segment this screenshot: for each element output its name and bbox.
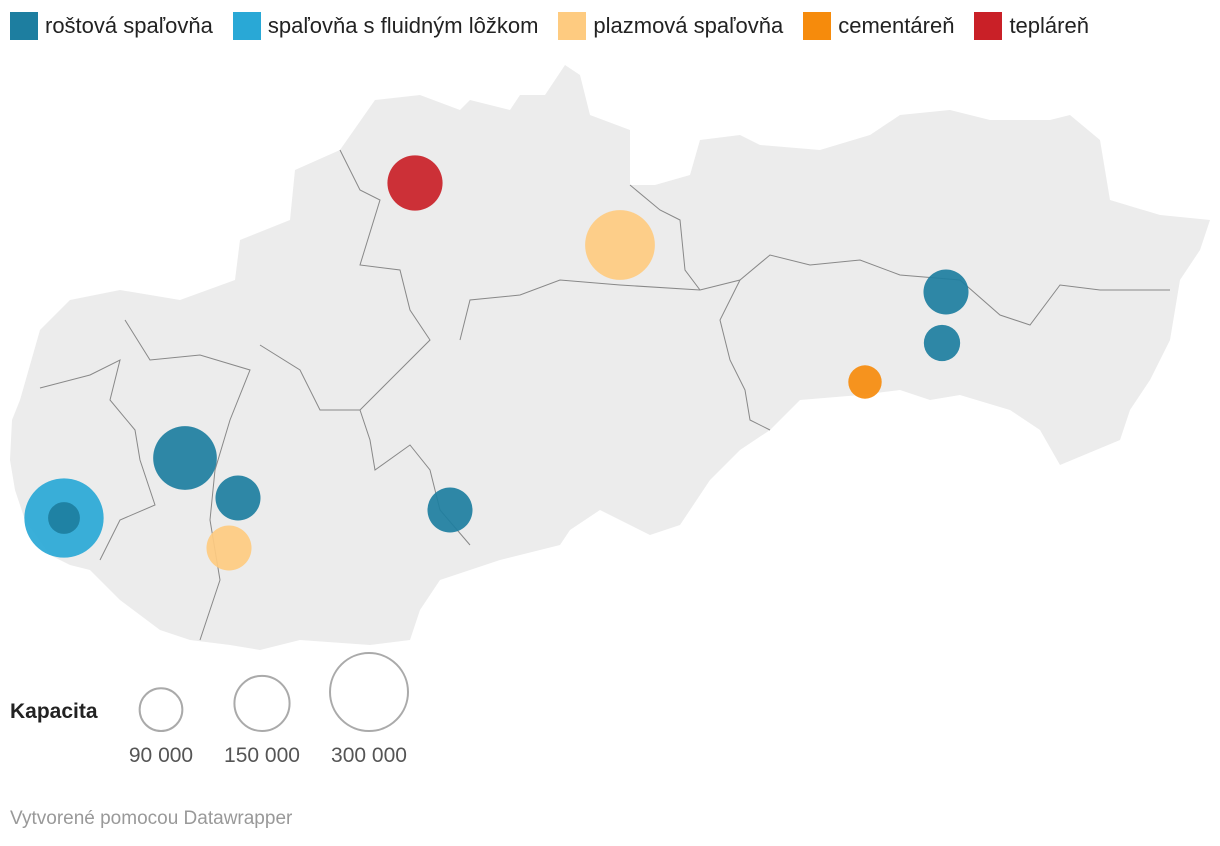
map: Kapacita 90 000 150 000 300 000 [10,65,1210,767]
size-legend-title: Kapacita [10,700,98,723]
size-legend-circle [233,674,291,733]
legend-swatch [232,12,261,40]
region-border [459,254,1170,341]
size-legend: 90 000 150 000 300 000 [129,652,409,767]
legend-swatch [803,12,832,40]
point-bubble [427,487,473,533]
region-border [629,184,701,291]
legend-item: tepláreň [974,12,1089,40]
point-bubble [48,502,80,534]
size-legend-circle [329,652,409,732]
point-bubble [923,269,969,315]
legend-item: cementáreň [803,12,954,40]
region-border [39,359,156,561]
legend-label: roštová spaľovňa [45,13,213,38]
region-border [259,344,471,546]
point-bubble [215,475,261,521]
legend-label: spaľovňa s fluidným lôžkom [267,13,539,38]
legend-item: roštová spaľovňa [10,12,213,40]
legend-label: plazmová spaľovňa [593,13,784,38]
size-legend-label: 300 000 [331,744,407,767]
point-bubble [206,525,252,571]
points [24,155,969,571]
legend-item: spaľovňa s fluidným lôžkom [232,12,539,40]
point-bubble [153,426,217,490]
footer: Vytvorené pomocou Datawrapper [10,808,293,829]
legend-swatch [974,12,1003,40]
point-bubble [848,365,882,399]
point-bubble [585,210,655,280]
region-border [339,149,431,411]
legend: roštová spaľovňa spaľovňa s fluidným lôžk… [10,12,1089,40]
size-legend-circle [138,687,184,733]
region-borders [39,149,1170,641]
region-border [719,279,771,431]
legend-swatch [10,12,38,40]
point-bubble [387,155,443,211]
legend-item: plazmová spaľovňa [558,12,783,40]
legend-swatch [558,12,587,40]
legend-label: cementáreň [838,13,955,38]
size-legend-label: 90 000 [129,744,193,767]
point-bubble [923,324,961,362]
legend-label: tepláreň [1009,13,1089,38]
country-shape [10,65,1210,650]
size-legend-label: 150 000 [224,744,300,767]
